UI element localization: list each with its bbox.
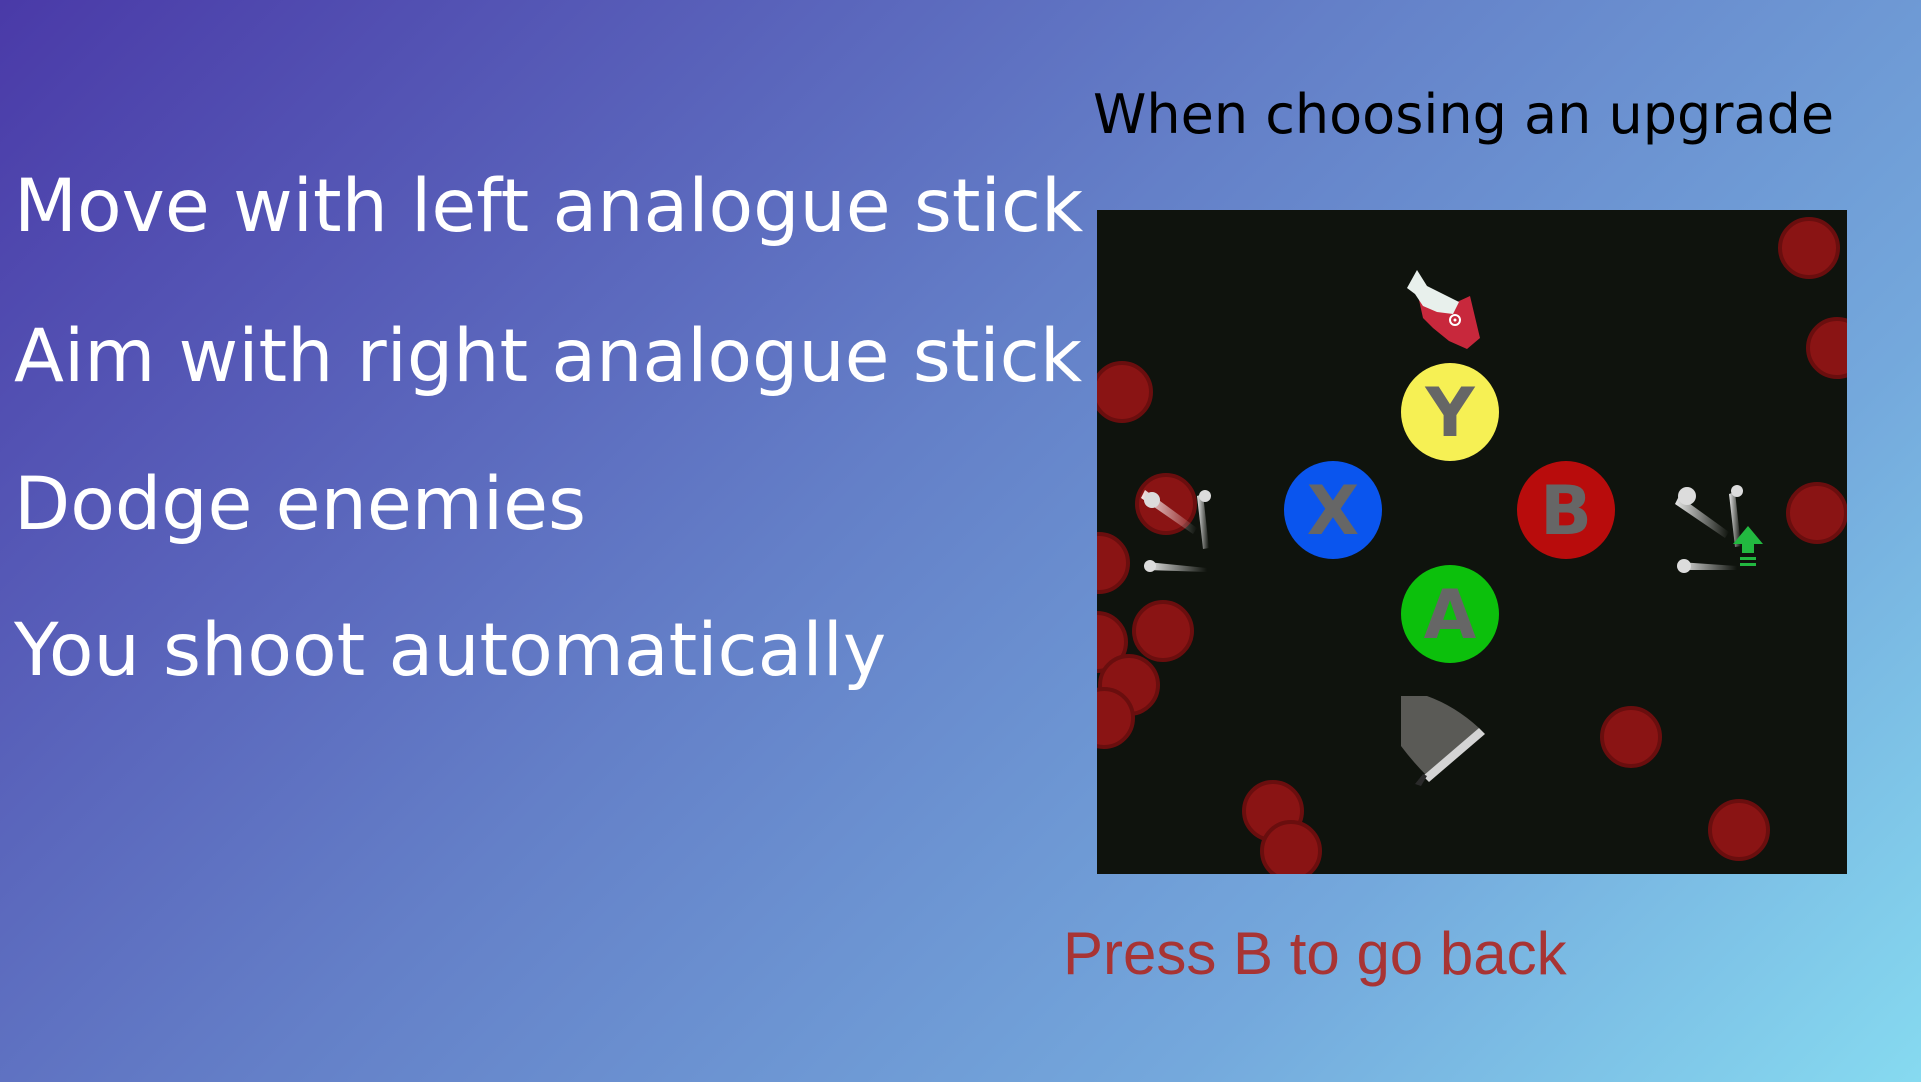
enemies-layer — [1097, 217, 1847, 874]
enemy — [1708, 799, 1770, 861]
enemy — [1778, 217, 1840, 279]
button-b-label: B — [1540, 472, 1592, 551]
button-b-circle — [1517, 461, 1615, 559]
game-scene: Y X B A — [1097, 217, 1847, 874]
enemy — [1097, 532, 1130, 594]
upgrade-screen-title: When choosing an upgrade — [1093, 83, 1835, 146]
button-x[interactable]: X — [1284, 461, 1382, 559]
instruction-aim: Aim with right analogue stick — [14, 314, 1083, 399]
enemy — [1600, 706, 1662, 768]
button-y[interactable]: Y — [1401, 363, 1499, 461]
bird-on-red-cannon-icon — [1407, 270, 1480, 349]
button-y-circle — [1401, 363, 1499, 461]
game-preview-panel: Y X B A — [1097, 210, 1847, 874]
button-x-label: X — [1307, 472, 1359, 551]
enemy — [1806, 317, 1847, 379]
multi-shot-bullets-icon — [1141, 490, 1211, 572]
button-a[interactable]: A — [1401, 565, 1499, 663]
button-a-label: A — [1424, 576, 1477, 655]
instruction-move: Move with left analogue stick — [14, 164, 1084, 249]
button-a-circle — [1401, 565, 1499, 663]
button-x-circle — [1284, 461, 1382, 559]
enemy — [1260, 820, 1322, 874]
back-hint: Press B to go back — [1063, 920, 1567, 987]
enemy — [1132, 600, 1194, 662]
instruction-dodge: Dodge enemies — [14, 462, 587, 547]
button-b[interactable]: B — [1517, 461, 1615, 559]
button-y-label: Y — [1424, 374, 1475, 453]
instruction-shoot: You shoot automatically — [14, 608, 887, 693]
enemy — [1097, 687, 1135, 749]
enemy — [1097, 361, 1153, 423]
shield-blade-icon — [1401, 696, 1485, 786]
enemy — [1786, 482, 1847, 544]
multi-shot-plus-upgrade-icon — [1675, 485, 1763, 573]
